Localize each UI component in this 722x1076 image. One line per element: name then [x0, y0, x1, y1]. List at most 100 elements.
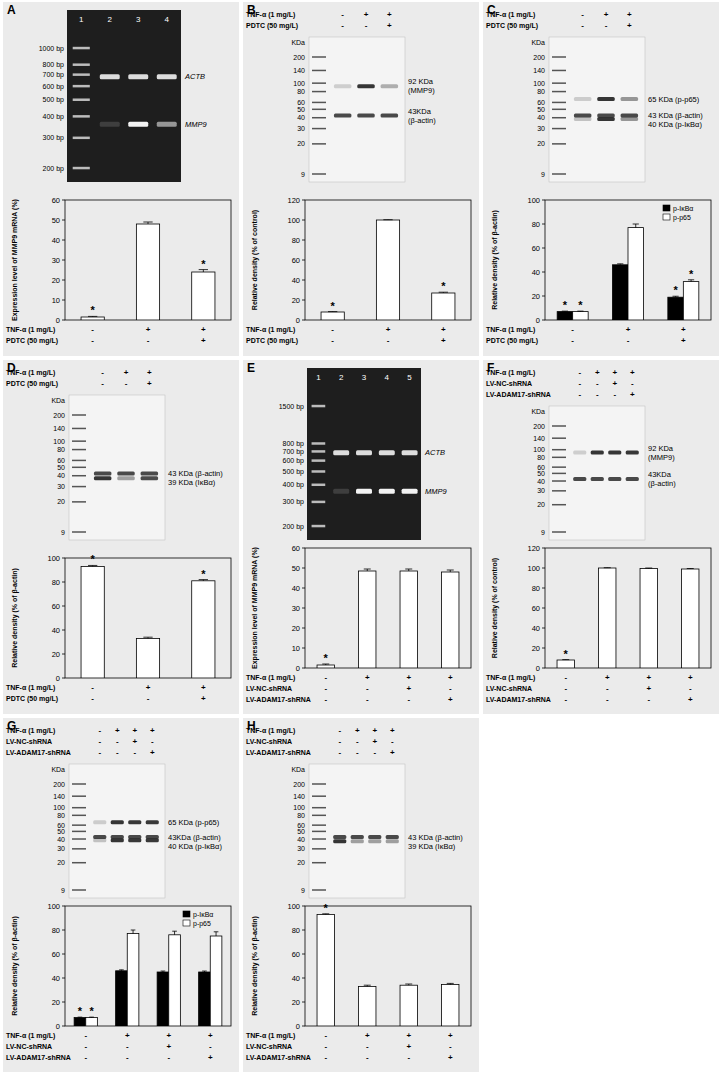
ladder-label: 40	[57, 472, 65, 479]
ladder-band	[552, 70, 566, 72]
band-label: ACTB	[424, 448, 445, 457]
y-tick	[302, 568, 305, 569]
ladder-band	[72, 831, 86, 833]
y-tick-label: 60	[52, 950, 60, 959]
condition-sign: +	[441, 336, 446, 345]
y-tick	[62, 1026, 65, 1027]
significance-mark: *	[91, 304, 96, 316]
condition-sign: +	[132, 737, 137, 746]
y-tick-label: 50	[52, 216, 60, 225]
y-tick-label: 10	[52, 296, 60, 305]
blot-band	[626, 477, 639, 481]
ladder-label: 100	[53, 438, 65, 445]
condition-sign: -	[564, 695, 567, 704]
error-cap	[405, 569, 412, 570]
y-tick-label: 60	[532, 604, 540, 613]
condition-sign: +	[605, 673, 610, 682]
condition-sign: -	[366, 1042, 369, 1051]
ladder-label: 140	[533, 435, 545, 442]
blot-band	[141, 472, 159, 476]
condition-sign: +	[604, 10, 609, 19]
ladder-band	[312, 128, 326, 129]
panel-background	[3, 360, 239, 714]
ladder-band	[72, 889, 86, 891]
y-tick-label: 0	[536, 316, 540, 325]
ladder-band	[552, 531, 566, 533]
y-tick-label: 40	[52, 626, 60, 635]
y-tick-label: 20	[292, 296, 300, 305]
condition-sign: -	[101, 379, 104, 388]
band-label: 43 KDa (β-actin)	[408, 833, 463, 842]
y-tick-label: 40	[52, 236, 60, 245]
y-tick-label: 40	[292, 584, 300, 593]
blot-band	[333, 835, 346, 839]
condition-sign: -	[167, 1053, 170, 1062]
significance-mark: *	[578, 299, 583, 311]
bar	[557, 660, 574, 668]
y-tick	[62, 630, 65, 631]
ladder-label: 9	[61, 887, 65, 894]
blot-image	[549, 37, 645, 182]
y-tick-label: 80	[532, 584, 540, 593]
y-tick	[302, 628, 305, 629]
blot-band	[608, 451, 621, 455]
error-bar	[216, 932, 217, 936]
condition-sign: +	[441, 325, 446, 334]
y-tick	[302, 280, 305, 281]
condition-sign: -	[91, 694, 94, 703]
y-tick-label: 100	[47, 554, 60, 563]
ladder-band	[72, 440, 86, 442]
ladder-label: 9	[301, 887, 305, 894]
ladder-band	[312, 70, 326, 72]
band-label: MMP9	[185, 120, 207, 129]
band-label: (MMP9)	[408, 86, 435, 95]
ladder-band	[312, 484, 326, 487]
y-tick	[302, 608, 305, 609]
ladder-label: 400 bp	[43, 113, 65, 121]
blot-band	[357, 114, 375, 118]
y-axis-label: Relative density (% of control)	[251, 210, 259, 310]
ladder-label: 20	[537, 140, 545, 147]
ladder-band	[73, 115, 90, 118]
ladder-band	[552, 504, 566, 506]
bar	[359, 571, 376, 668]
condition-sign: -	[606, 684, 609, 693]
y-tick-label: 0	[296, 1022, 300, 1031]
ladder-label: 100	[533, 80, 545, 87]
ladder-label: 40	[297, 836, 305, 843]
blot-band	[128, 820, 141, 824]
blot-band	[608, 477, 621, 481]
blot-band	[597, 117, 615, 121]
ladder-band	[552, 449, 566, 451]
ladder-band	[73, 47, 90, 50]
condition-sign: -	[606, 695, 609, 704]
significance-mark: *	[201, 568, 206, 580]
lane-number: 2	[339, 373, 344, 382]
y-tick-label: 100	[287, 216, 300, 225]
ladder-label: 140	[533, 67, 545, 74]
ladder-band	[72, 460, 86, 462]
legend-swatch	[663, 214, 670, 220]
ladder-label: 50	[57, 464, 65, 471]
y-tick	[302, 588, 305, 589]
significance-mark: *	[324, 902, 329, 914]
condition-sign: +	[166, 1031, 171, 1040]
y-tick	[542, 224, 545, 225]
y-tick	[302, 930, 305, 931]
condition-sign: -	[126, 1042, 129, 1051]
legend-label: p-IκBα	[193, 911, 213, 919]
y-tick	[62, 1002, 65, 1003]
condition-label: TNF-α (1 mg/L)	[6, 369, 55, 377]
condition-sign: +	[146, 683, 151, 692]
ladder-band	[552, 490, 566, 492]
ladder-label: 20	[57, 498, 65, 505]
ladder-label: 700 bp	[283, 448, 305, 456]
condition-label: TNF-α (1 mg/L)	[486, 369, 535, 377]
y-tick	[62, 654, 65, 655]
condition-sign: -	[324, 1031, 327, 1040]
error-cap	[172, 931, 177, 932]
condition-sign: -	[98, 737, 101, 746]
ladder-label: 200 bp	[43, 165, 65, 173]
ladder-band	[72, 815, 86, 817]
condition-label: TNF-α (1 mg/L)	[6, 1032, 55, 1040]
